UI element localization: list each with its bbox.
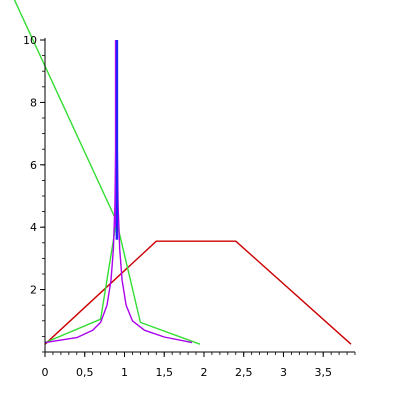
y-tick-label: 8 — [30, 96, 37, 109]
x-tick-label: 3,5 — [314, 366, 332, 379]
y-tick-label: 6 — [30, 159, 37, 172]
x-tick-label: 1,5 — [155, 366, 173, 379]
x-tick-label: 1 — [121, 366, 128, 379]
axes: 0 0,5 1 1,5 2 2,5 3 3,5 2 4 6 8 10 — [23, 34, 356, 379]
series-line-4 — [44, 39, 118, 344]
series-line-3 — [44, 40, 118, 344]
x-tick-label: 2,5 — [235, 366, 253, 379]
x-tick-label: 2 — [200, 366, 207, 379]
x-tick-label: 3 — [280, 366, 287, 379]
y-tick-label: 10 — [23, 34, 37, 47]
x-tick-label: 0 — [42, 366, 49, 379]
series-line-5 — [115, 39, 193, 344]
x-tick-label: 0,5 — [76, 366, 94, 379]
series-line-2 — [13, 0, 201, 345]
y-tick-label: 4 — [30, 221, 37, 234]
y-tick-label: 2 — [30, 284, 37, 297]
series-line-1 — [44, 240, 352, 345]
series-layer — [13, 0, 352, 345]
